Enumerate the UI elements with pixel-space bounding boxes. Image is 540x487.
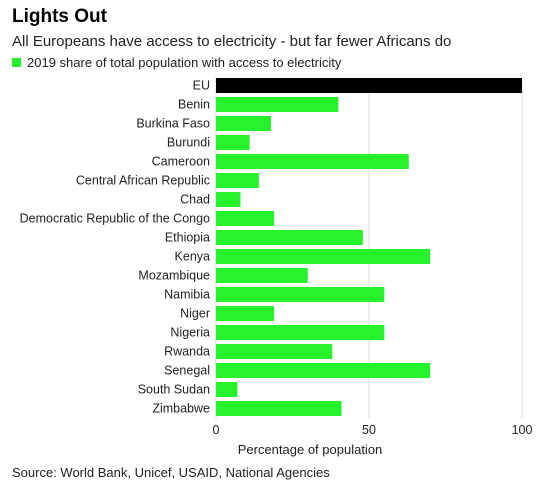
category-label: Burundi (167, 136, 210, 150)
category-label: Cameroon (152, 155, 210, 169)
category-label: Democratic Republic of the Congo (20, 212, 210, 226)
category-label: Mozambique (138, 269, 210, 283)
tick-layer: 0 50 100 (213, 423, 533, 437)
x-axis-title: Percentage of population (238, 442, 383, 457)
legend: 2019 share of total population with acce… (12, 55, 341, 70)
category-label: Chad (180, 193, 210, 207)
bar-democratic-republic-of-the-congo (216, 211, 275, 226)
bar-south-sudan (216, 382, 238, 397)
bar-zimbabwe (216, 401, 342, 416)
category-label: Senegal (164, 364, 210, 378)
x-tick-label: 100 (512, 423, 533, 437)
bar-ethiopia (216, 230, 363, 245)
category-label: Nigeria (170, 326, 210, 340)
category-label: Rwanda (164, 345, 210, 359)
x-tick-label: 0 (213, 423, 220, 437)
bar-mozambique (216, 268, 308, 283)
bar-senegal (216, 363, 431, 378)
category-label: Benin (178, 98, 210, 112)
category-label: Central African Republic (76, 174, 210, 188)
category-label: Burkina Faso (136, 117, 210, 131)
bar-niger (216, 306, 275, 321)
bar-cameroon (216, 154, 409, 169)
bar-eu (216, 78, 522, 93)
bar-burkina-faso (216, 116, 272, 131)
category-label: South Sudan (138, 383, 210, 397)
grid-layer (215, 78, 523, 418)
bar-nigeria (216, 325, 385, 340)
bar-kenya (216, 249, 431, 264)
bar-burundi (216, 135, 250, 150)
label-layer: EU Benin Burkina Faso Burundi Cameroon Centra… (20, 79, 210, 416)
bar-chad (216, 192, 241, 207)
source-note: Source: World Bank, Unicef, USAID, Natio… (12, 465, 330, 480)
category-label: EU (193, 79, 210, 93)
category-label: Niger (180, 307, 210, 321)
legend-swatch (12, 58, 21, 67)
legend-label: 2019 share of total population with acce… (27, 55, 342, 70)
chart-subtitle: All Europeans have access to electricity… (12, 33, 452, 50)
bar-rwanda (216, 344, 333, 359)
category-label: Ethiopia (165, 231, 210, 245)
chart-title: Lights Out (12, 6, 107, 27)
category-label: Kenya (175, 250, 210, 264)
bar-namibia (216, 287, 385, 302)
x-tick-label: 50 (362, 423, 376, 437)
bar-benin (216, 97, 339, 112)
category-label: Zimbabwe (152, 402, 210, 416)
bar-central-african-republic (216, 173, 259, 188)
category-label: Namibia (164, 288, 210, 302)
bar-layer (216, 78, 522, 416)
